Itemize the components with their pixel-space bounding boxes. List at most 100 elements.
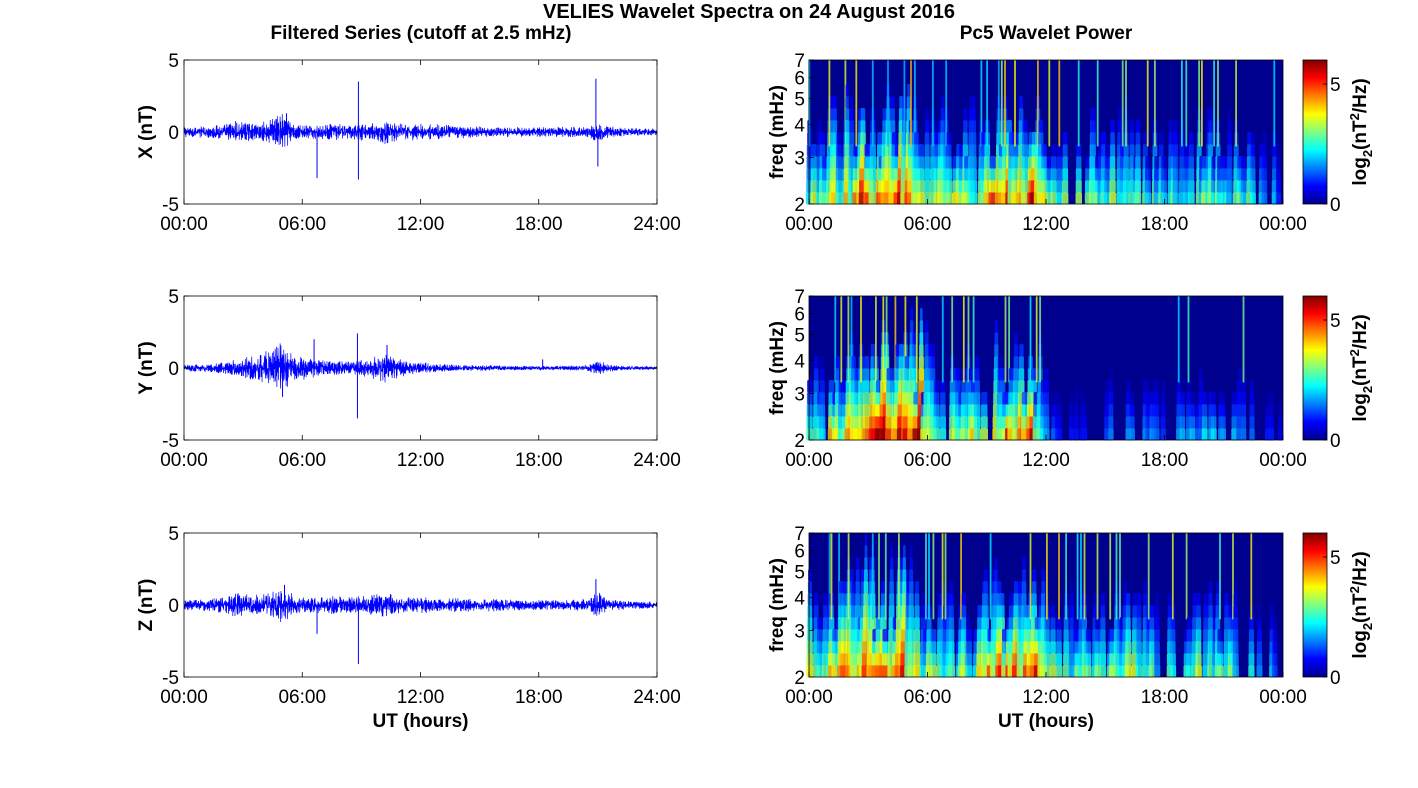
wavelet-x-cell xyxy=(925,120,930,133)
wavelet-z-cell xyxy=(1149,605,1154,618)
wavelet-z-cell xyxy=(1171,533,1174,620)
wavelet-x-cell xyxy=(1276,168,1281,181)
wavelet-z-cell xyxy=(1154,629,1160,642)
wavelet-z-cell xyxy=(838,581,843,594)
wavelet-y-colorbar-label-end: /Hz) xyxy=(1350,314,1371,349)
wavelet-z-cell xyxy=(1155,593,1159,606)
time-series-y-ytick-label-2: 5 xyxy=(168,287,179,308)
wavelet-z-cell xyxy=(913,653,921,666)
wavelet-y-cell xyxy=(1265,428,1270,441)
wavelet-x-cell xyxy=(971,120,976,133)
wavelet-x-ytick-label-0: 2 xyxy=(794,195,805,216)
wavelet-z-cell xyxy=(930,629,937,642)
wavelet-x-cell xyxy=(1041,144,1047,157)
wavelet-y-cell xyxy=(961,380,967,393)
wavelet-x-cell xyxy=(820,132,825,145)
wavelet-z-cell xyxy=(851,605,857,618)
wavelet-x-cell xyxy=(1226,156,1233,169)
wavelet-y-cell xyxy=(1236,368,1241,381)
wavelet-x-cell xyxy=(845,84,849,97)
wavelet-y-cell xyxy=(999,368,1006,381)
wavelet-x-cell xyxy=(1142,144,1148,157)
wavelet-x-cell xyxy=(970,156,977,169)
wavelet-y-cell xyxy=(1186,392,1191,405)
wavelet-y-cell xyxy=(813,368,819,381)
wavelet-z-cell xyxy=(1224,617,1229,630)
wavelet-z-xtick-label-2: 12:00 xyxy=(1022,687,1070,708)
wavelet-x-colorbar xyxy=(1302,59,1328,205)
wavelet-x-cell xyxy=(1188,144,1194,157)
wavelet-y-cell xyxy=(981,404,988,417)
wavelet-y-cell xyxy=(1250,380,1254,393)
wavelet-z-cell xyxy=(965,629,972,642)
wavelet-x-cell xyxy=(924,156,930,169)
wavelet-x-cell xyxy=(1004,60,1006,147)
wavelet-y-cell xyxy=(1035,296,1038,383)
wavelet-x-cell xyxy=(1022,132,1028,145)
wavelet-x-cell xyxy=(899,96,904,109)
wavelet-y-cell xyxy=(918,356,924,369)
wavelet-x-cell xyxy=(1104,180,1111,193)
wavelet-y-cell xyxy=(1074,392,1079,405)
wavelet-x-cell xyxy=(1188,168,1195,181)
wavelet-x-cell xyxy=(1056,168,1063,181)
wavelet-x-cell xyxy=(835,192,843,205)
wavelet-x-cell xyxy=(1272,144,1277,157)
wavelet-z-cell xyxy=(1216,581,1220,594)
wavelet-z-colorbar-label-rest: (nT xyxy=(1350,593,1371,623)
wavelet-z-cell xyxy=(884,533,887,620)
wavelet-z-xlabel: UT (hours) xyxy=(998,711,1094,732)
wavelet-x-ylabel: freq (mHz) xyxy=(767,85,788,179)
wavelet-x-cell xyxy=(1273,60,1276,147)
wavelet-z-cell xyxy=(1125,605,1131,618)
wavelet-x-cell xyxy=(930,144,936,157)
wavelet-x-cell xyxy=(1250,132,1255,145)
wavelet-z-cell xyxy=(1069,617,1075,630)
wavelet-z-xtick-label-4: 00:00 xyxy=(1259,687,1307,708)
wavelet-z-cell xyxy=(1232,653,1239,666)
wavelet-z-cell xyxy=(1170,617,1176,630)
wavelet-z-cell xyxy=(1021,593,1027,606)
wavelet-y-cell xyxy=(1231,428,1237,441)
wavelet-y-cell xyxy=(968,368,974,381)
wavelet-x-cell xyxy=(1101,132,1106,145)
wavelet-x-cell xyxy=(1091,120,1096,133)
wavelet-y-cell xyxy=(1104,404,1109,417)
wavelet-y-cell xyxy=(973,416,981,429)
wavelet-x-cell xyxy=(1240,192,1248,205)
wavelet-y-cell xyxy=(1043,404,1050,417)
wavelet-z-cell xyxy=(890,557,894,570)
wavelet-z-cell xyxy=(930,641,937,654)
wavelet-y-cell xyxy=(1108,404,1114,417)
wavelet-z-cell xyxy=(1082,617,1087,630)
time-series-y-ylabel: Y (nT) xyxy=(136,341,157,394)
time-series-y-xtick-label-4: 24:00 xyxy=(633,450,681,471)
wavelet-y-xtick-label-0: 00:00 xyxy=(785,450,833,471)
wavelet-z-cell xyxy=(1154,641,1160,654)
wavelet-x-cell xyxy=(984,144,991,157)
wavelet-z-cell xyxy=(1058,533,1060,620)
wavelet-z-cell xyxy=(1094,641,1101,654)
wavelet-y-cell xyxy=(941,296,944,383)
wavelet-x-cell xyxy=(1058,60,1061,147)
wavelet-y-cell xyxy=(918,368,925,381)
wavelet-x-cell xyxy=(1247,132,1252,145)
wavelet-x-cell xyxy=(1145,168,1151,181)
wavelet-y-cell xyxy=(1012,392,1020,405)
wavelet-x-cell xyxy=(932,60,934,147)
wavelet-z-cell xyxy=(989,533,992,620)
wavelet-z-cell xyxy=(1056,629,1062,642)
wavelet-y-cell xyxy=(885,404,894,417)
wavelet-x-cell xyxy=(1062,180,1069,193)
wavelet-z-cell xyxy=(941,533,944,620)
wavelet-x-cell xyxy=(1091,156,1097,169)
wavelet-y-cell xyxy=(898,356,904,369)
wavelet-y-cell xyxy=(863,404,871,417)
wavelet-x-cell xyxy=(1051,156,1057,169)
wavelet-x-cell xyxy=(1250,156,1256,169)
wavelet-x-cell xyxy=(934,132,940,145)
wavelet-z-cell xyxy=(1083,533,1086,620)
wavelet-y-cell xyxy=(904,356,910,369)
wavelet-z-cell xyxy=(910,545,913,558)
wavelet-x-cell xyxy=(1104,156,1111,169)
